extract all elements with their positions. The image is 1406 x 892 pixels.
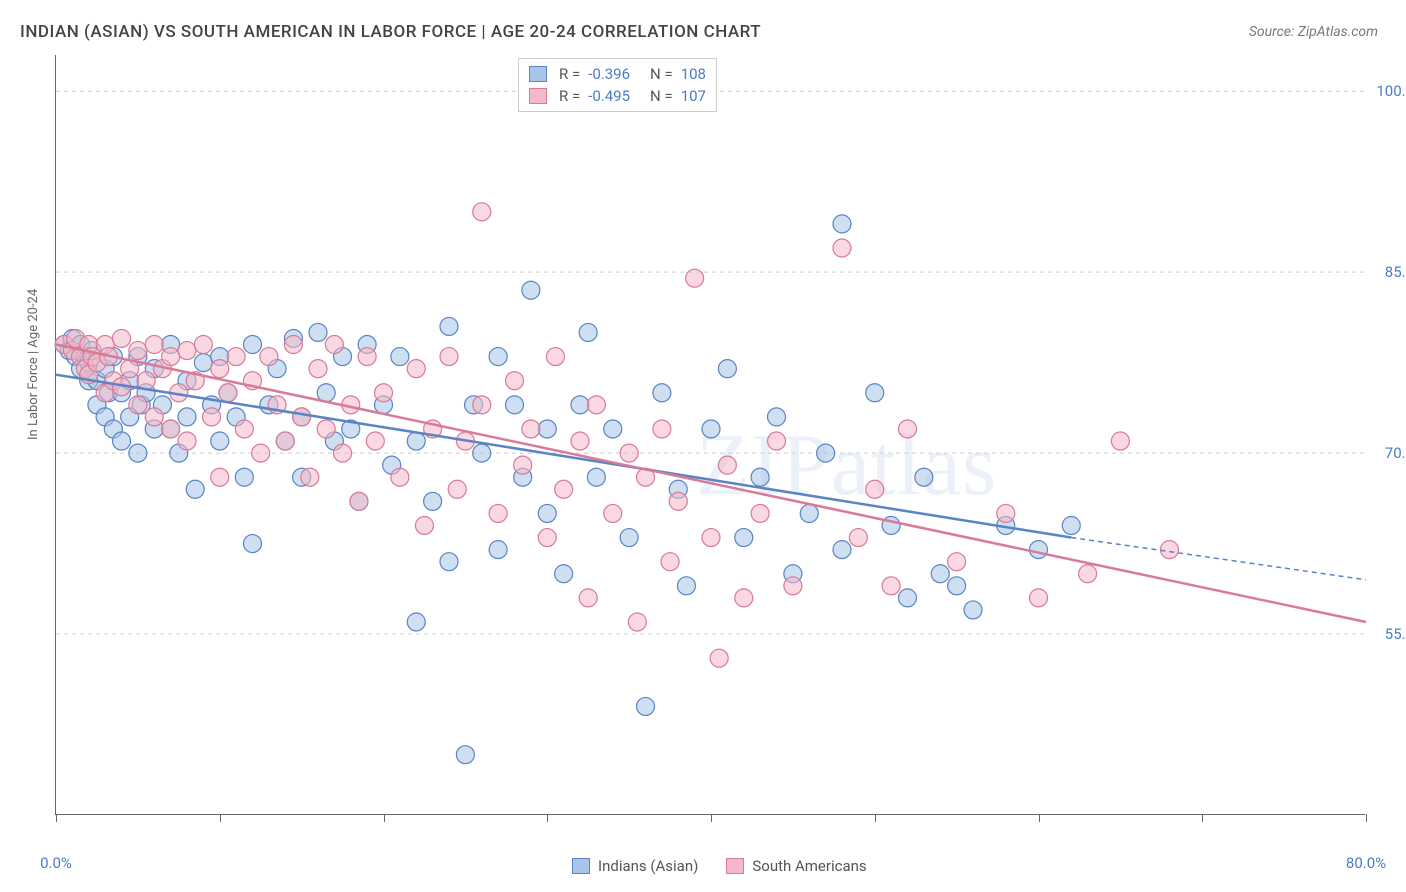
n-value: 108 xyxy=(681,65,706,83)
trend-layer xyxy=(56,55,1365,814)
stats-box: R =-0.396N =108R =-0.495N =107 xyxy=(518,58,717,112)
legend-swatch xyxy=(726,858,744,874)
series-swatch xyxy=(529,66,547,82)
series-swatch xyxy=(529,88,547,104)
x-tick xyxy=(547,814,548,822)
x-tick-label: 80.0% xyxy=(1346,854,1386,872)
y-tick-label: 100.0% xyxy=(1376,82,1406,100)
n-value: 107 xyxy=(681,87,706,105)
x-tick xyxy=(1039,814,1040,822)
x-tick xyxy=(1366,814,1367,822)
y-tick-label: 85.0% xyxy=(1385,263,1406,281)
plot-area: ZIPatlas R =-0.396N =108R =-0.495N =107 … xyxy=(55,55,1365,815)
trend-line xyxy=(56,375,1071,538)
stats-row: R =-0.396N =108 xyxy=(529,63,706,85)
trend-line-dashed xyxy=(1071,538,1366,580)
legend-label: South Americans xyxy=(752,857,866,875)
trend-line xyxy=(56,345,1366,622)
source-label: Source: ZipAtlas.com xyxy=(1249,24,1378,40)
r-value: -0.495 xyxy=(588,87,630,105)
y-tick-label: 55.0% xyxy=(1385,625,1406,643)
y-axis-label: In Labor Force | Age 20-24 xyxy=(26,289,41,440)
legend: Indians (Asian) South Americans xyxy=(572,857,867,875)
legend-swatch xyxy=(572,858,590,874)
legend-item: Indians (Asian) xyxy=(572,857,698,875)
x-tick xyxy=(1202,814,1203,822)
x-tick xyxy=(220,814,221,822)
x-tick xyxy=(56,814,57,822)
legend-label: Indians (Asian) xyxy=(598,857,698,875)
stats-row: R =-0.495N =107 xyxy=(529,85,706,107)
x-tick-label: 0.0% xyxy=(40,854,72,872)
x-tick xyxy=(711,814,712,822)
chart-title: INDIAN (ASIAN) VS SOUTH AMERICAN IN LABO… xyxy=(20,22,761,42)
x-tick xyxy=(875,814,876,822)
y-tick-label: 70.0% xyxy=(1385,444,1406,462)
r-value: -0.396 xyxy=(588,65,630,83)
legend-item: South Americans xyxy=(726,857,866,875)
x-tick xyxy=(384,814,385,822)
